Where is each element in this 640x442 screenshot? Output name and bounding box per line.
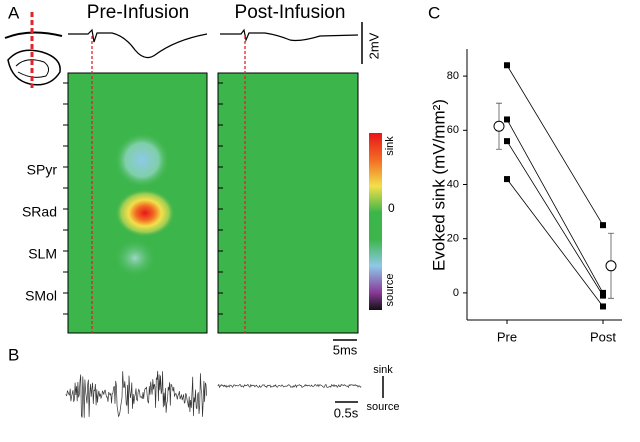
colorbar-label: source (384, 273, 396, 306)
panel-label: A (8, 3, 20, 22)
subject-line (506, 140, 604, 296)
layer-label: SLM (28, 246, 57, 262)
subject-line (506, 119, 604, 294)
y-tick-label: 20 (447, 233, 459, 245)
lfp-trace (217, 383, 362, 389)
layer-label: SMol (25, 288, 57, 304)
scale-label: 2mV (366, 32, 381, 59)
subject-point (600, 303, 606, 310)
y-tick-label: 0 (453, 287, 459, 299)
colorbar-label: 0 (388, 201, 395, 215)
scale-label: sink (373, 364, 393, 376)
colorbar-label: sink (384, 136, 396, 156)
subject-line (506, 178, 604, 307)
mean-point (605, 260, 617, 272)
panel-label: B (8, 345, 19, 364)
subject-point (504, 62, 510, 69)
csd-sink (115, 189, 175, 237)
lfp-trace (65, 370, 208, 418)
y-tick-label: 60 (447, 124, 459, 136)
csd-source (114, 132, 170, 188)
scale-label: 0.5s (334, 405, 359, 420)
y-axis-label: Evoked sink (mV/mm²) (429, 99, 448, 271)
depth-ticks (63, 82, 223, 315)
colorbar (369, 133, 382, 310)
x-tick-label: Pre (497, 329, 517, 344)
scale-label: source (366, 401, 399, 413)
hippocampus-icon (4, 12, 63, 88)
subject-point (504, 176, 510, 183)
field-trace (220, 28, 359, 43)
subject-point (504, 116, 510, 123)
panel-title: Post-Infusion (235, 2, 346, 23)
y-tick-label: 40 (447, 178, 459, 190)
subject-point (600, 222, 606, 229)
csd-source (113, 238, 157, 278)
y-tick-label: 80 (447, 70, 459, 82)
x-tick-label: Post (590, 329, 616, 344)
field-trace (68, 28, 208, 59)
panel-title: Pre-Infusion (87, 2, 189, 23)
layer-label: SRad (22, 204, 57, 220)
scale-label: 5ms (333, 342, 358, 357)
layer-label: SPyr (27, 162, 58, 178)
mean-point (493, 120, 505, 132)
subject-point (600, 292, 606, 299)
panel-label: C (428, 3, 440, 22)
csd-map (217, 72, 359, 334)
subject-line (506, 65, 604, 226)
subject-point (504, 138, 510, 145)
